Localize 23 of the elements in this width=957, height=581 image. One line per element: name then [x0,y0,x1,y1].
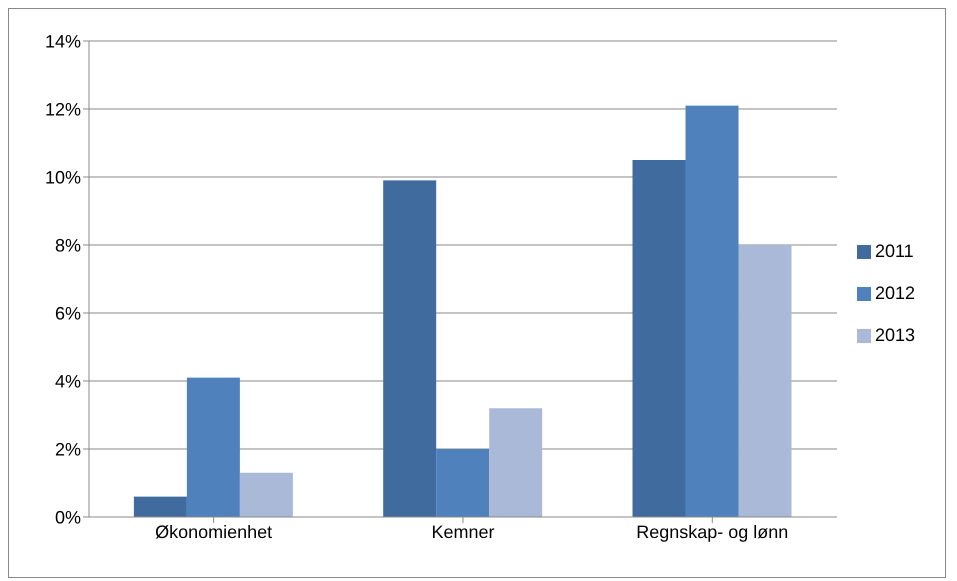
legend-label: 2012 [874,283,915,303]
x-tick-label: Regnskap- og lønn [636,522,788,542]
y-tick-label: 2% [54,439,81,460]
bar [686,106,739,517]
bar [489,408,542,517]
bar [186,378,240,517]
bar [134,496,187,517]
bar [240,472,293,517]
x-tick-label: Kemner [431,522,494,542]
y-tick-label: 14% [44,31,81,52]
y-tick-label: 0% [54,507,81,528]
y-tick-label: 4% [54,371,81,392]
bar [383,180,436,517]
y-tick-label: 10% [44,167,81,188]
y-tick-label: 8% [54,235,81,256]
legend-label: 2011 [874,241,914,261]
y-tick-label: 6% [54,303,81,324]
x-tick-label: Økonomienhet [155,522,272,542]
legend-label: 2013 [874,325,915,345]
bar [738,245,792,517]
bar [436,449,490,517]
y-tick-label: 12% [44,99,81,120]
bar [632,160,686,517]
